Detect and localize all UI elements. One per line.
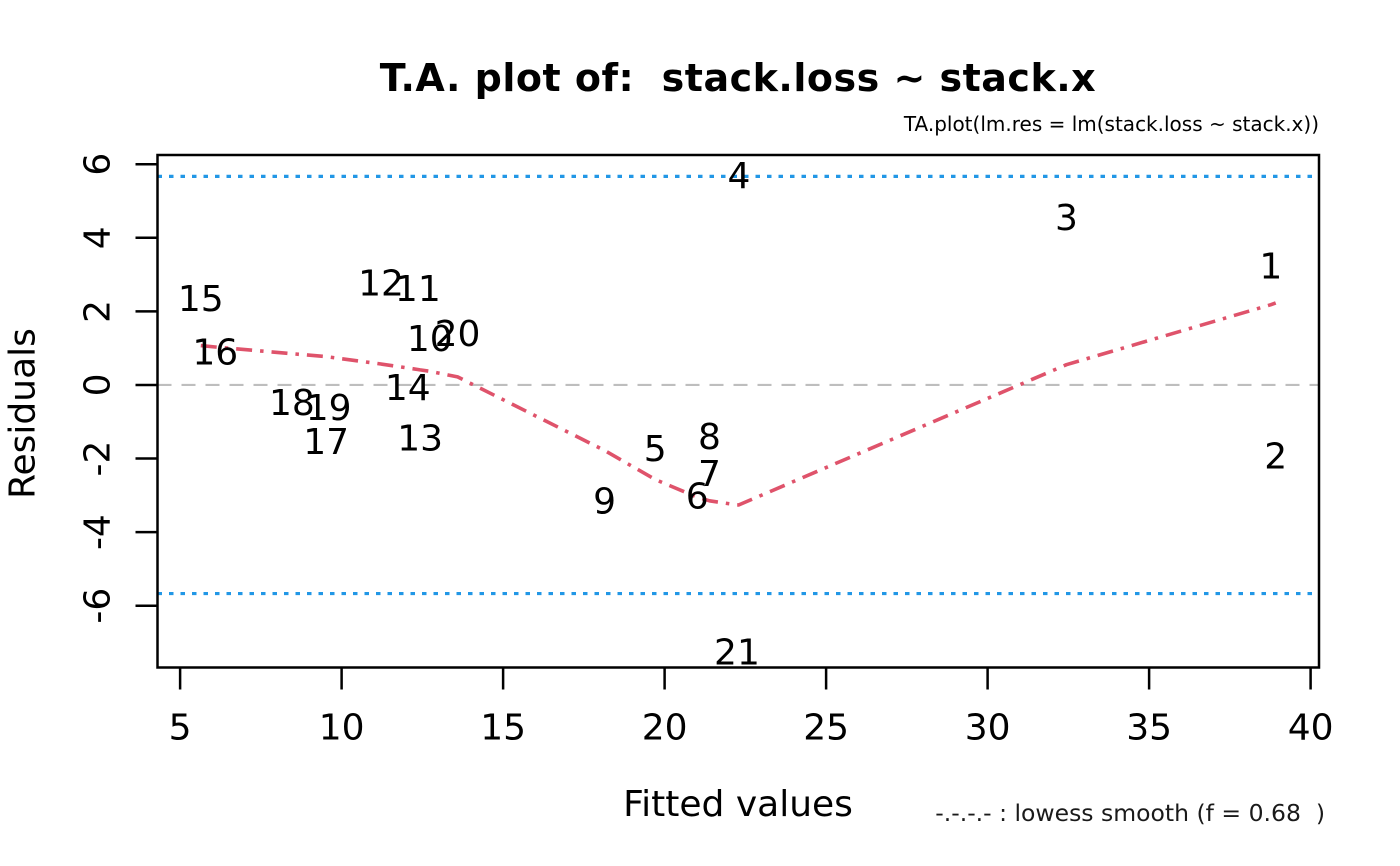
- observation-label: 4: [727, 156, 750, 197]
- observation-label: 3: [1055, 198, 1078, 239]
- observation-label: 18: [269, 383, 315, 424]
- x-tick-label: 5: [169, 708, 192, 749]
- y-tick-label: 4: [78, 226, 119, 249]
- observation-label: 19: [306, 388, 352, 429]
- observation-label: 9: [593, 481, 616, 522]
- y-tick-label: 0: [78, 373, 119, 396]
- observation-label: 2: [1264, 437, 1287, 478]
- observation-label: 10: [407, 319, 453, 360]
- observation-label: 16: [192, 332, 238, 373]
- observation-label: 8: [698, 417, 721, 458]
- y-tick-label: -4: [78, 514, 119, 550]
- y-tick-label: 6: [78, 153, 119, 176]
- y-tick-label: -2: [78, 441, 119, 477]
- x-tick-label: 15: [480, 708, 526, 749]
- x-tick-label: 35: [1126, 708, 1172, 749]
- observation-label: 1: [1259, 247, 1282, 288]
- observation-label: 17: [303, 422, 349, 463]
- observation-label: 15: [178, 279, 224, 320]
- observation-label: 7: [698, 454, 721, 495]
- observation-label: 14: [385, 368, 431, 409]
- observation-label: 5: [644, 429, 667, 470]
- x-tick-label: 30: [965, 708, 1011, 749]
- observation-label: 21: [714, 632, 760, 673]
- x-tick-label: 20: [642, 708, 688, 749]
- observation-label: 11: [395, 269, 441, 310]
- x-axis-label: Fitted values: [623, 784, 853, 825]
- observation-label: 20: [435, 314, 481, 355]
- lowess-legend-text: -.-.-.- : lowess smooth (f = 0.68 ): [935, 799, 1325, 827]
- observation-label: 12: [358, 264, 404, 305]
- x-tick-label: 25: [803, 708, 849, 749]
- y-tick-label: 2: [78, 300, 119, 323]
- y-tick-label: -6: [78, 588, 119, 624]
- x-tick-label: 10: [319, 708, 365, 749]
- plot-title: T.A. plot of: stack.loss ~ stack.x: [379, 56, 1097, 100]
- lowess-curve: [200, 301, 1277, 507]
- plot-subtitle: TA.plot(lm.res = lm(stack.loss ~ stack.x…: [903, 112, 1319, 136]
- observation-label: 6: [686, 477, 709, 518]
- x-tick-label: 40: [1288, 708, 1334, 749]
- y-axis-label: Residuals: [2, 328, 44, 499]
- plot-frame: [156, 153, 1321, 669]
- observation-label: 13: [397, 419, 443, 460]
